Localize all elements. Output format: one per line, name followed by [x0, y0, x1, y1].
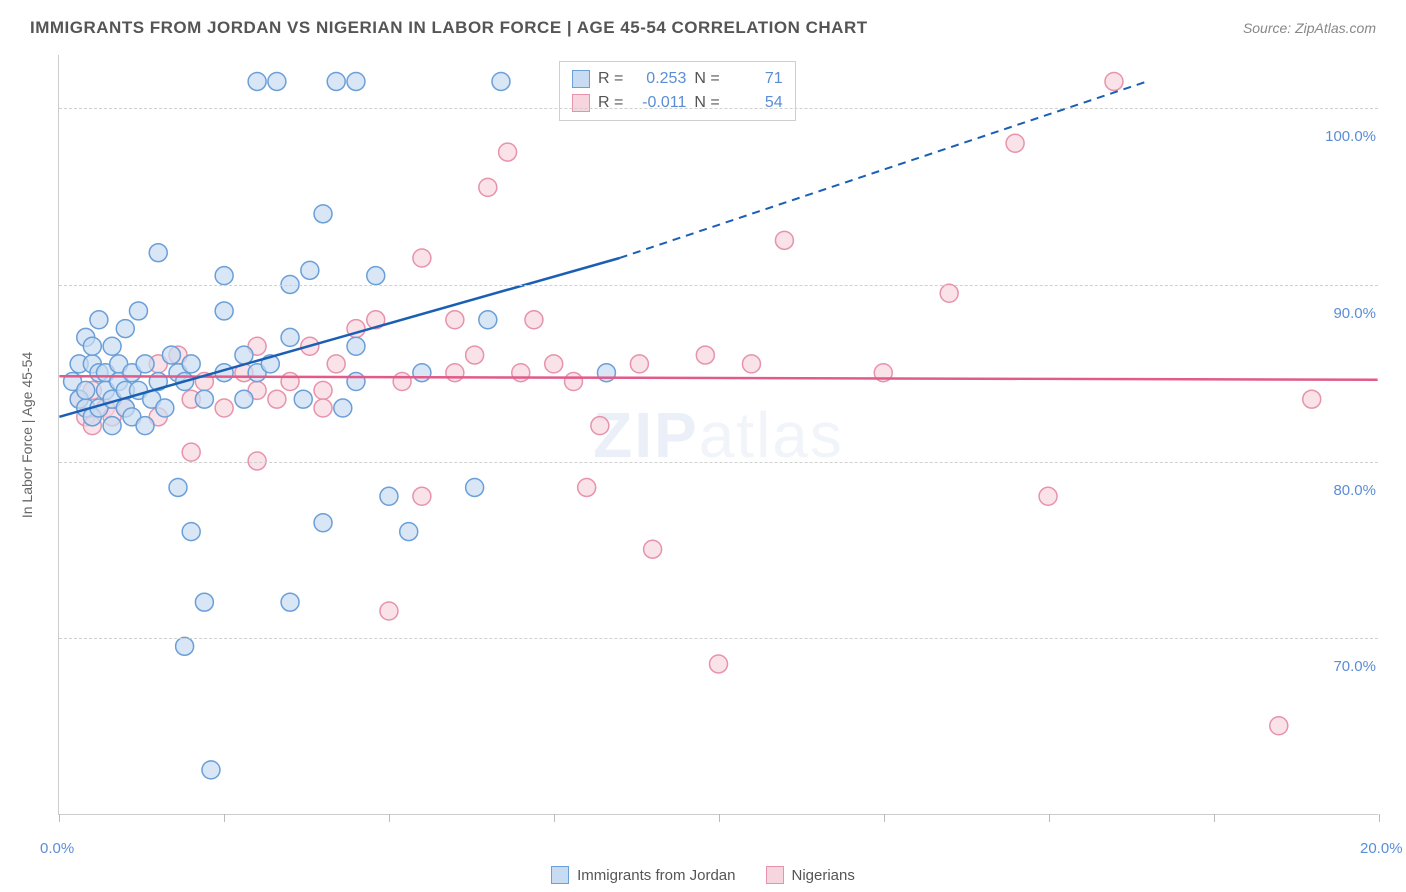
x-tick: [1379, 814, 1380, 822]
gridline-h: [59, 285, 1378, 286]
bottom-swatch-nigerians: [766, 866, 784, 884]
x-tick: [1214, 814, 1215, 822]
x-tick: [719, 814, 720, 822]
y-tick-label: 90.0%: [1306, 305, 1376, 322]
bottom-swatch-jordan: [551, 866, 569, 884]
x-tick: [1049, 814, 1050, 822]
x-tick: [224, 814, 225, 822]
bottom-label-jordan: Immigrants from Jordan: [577, 867, 735, 884]
y-tick-label: 100.0%: [1306, 128, 1376, 145]
y-tick-label: 80.0%: [1306, 482, 1376, 499]
y-axis-label: In Labor Force | Age 45-54: [19, 352, 35, 518]
bottom-legend-item-nigerians: Nigerians: [766, 866, 855, 884]
bottom-label-nigerians: Nigerians: [792, 867, 855, 884]
x-tick: [59, 814, 60, 822]
plot-svg: [59, 55, 1378, 814]
bottom-legend: Immigrants from Jordan Nigerians: [0, 866, 1406, 884]
gridline-h: [59, 462, 1378, 463]
y-axis-label-container: In Labor Force | Age 45-54: [16, 55, 38, 815]
x-tick: [884, 814, 885, 822]
x-tick: [554, 814, 555, 822]
gridline-h: [59, 638, 1378, 639]
bottom-legend-item-jordan: Immigrants from Jordan: [551, 866, 735, 884]
x-tick-label: 20.0%: [1360, 840, 1403, 857]
y-tick-label: 70.0%: [1306, 658, 1376, 675]
plot-area: ZIPatlas R = 0.253 N = 71 R = -0.011 N =…: [58, 55, 1378, 815]
chart-title: IMMIGRANTS FROM JORDAN VS NIGERIAN IN LA…: [30, 18, 868, 38]
chart-container: IMMIGRANTS FROM JORDAN VS NIGERIAN IN LA…: [0, 0, 1406, 892]
gridline-h: [59, 108, 1378, 109]
x-tick-label: 0.0%: [40, 840, 74, 857]
source-label: Source: ZipAtlas.com: [1243, 20, 1376, 36]
x-tick: [389, 814, 390, 822]
